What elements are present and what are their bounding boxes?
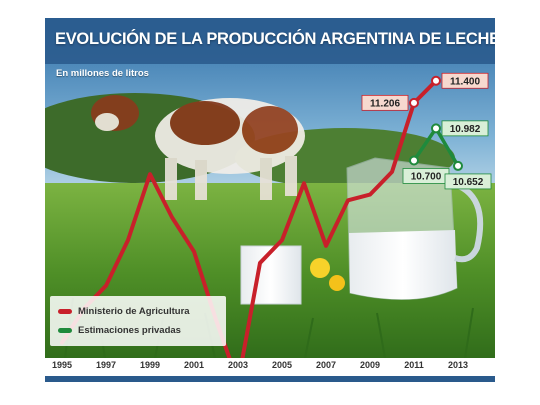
x-tick-label: 2013 — [447, 360, 469, 370]
bottom-stripe — [45, 376, 495, 382]
legend-item-ministry: Ministerio de Agricultura — [58, 304, 190, 318]
milk-glass — [240, 245, 302, 305]
data-label-2: 10.700 — [411, 171, 442, 182]
x-tick-label: 1999 — [139, 360, 161, 370]
x-axis-bar — [45, 358, 495, 376]
legend-label-ministry: Ministerio de Agricultura — [78, 305, 190, 317]
x-tick-label: 2009 — [359, 360, 381, 370]
data-label-box-1 — [441, 72, 489, 89]
data-point-0 — [409, 97, 419, 108]
legend-swatch-private — [58, 327, 72, 333]
x-tick-label: 1995 — [51, 360, 73, 370]
cow-pasture-photo — [45, 18, 495, 363]
x-tick-label: 2007 — [315, 360, 337, 370]
header-band — [45, 18, 495, 64]
data-label-0: 11.206 — [370, 98, 400, 109]
legend-swatch-ministry — [58, 308, 72, 314]
x-tick-label: 2011 — [404, 360, 424, 370]
milk-jug — [346, 157, 484, 300]
data-point-2 — [409, 155, 419, 166]
data-label-1: 11.400 — [450, 76, 480, 87]
data-label-4: 10.652 — [453, 177, 484, 188]
data-label-3: 10.982 — [450, 124, 481, 135]
line-chart: 11.206 11.400 10.700 10.982 10.652 — [60, 72, 492, 382]
legend: Ministerio de Agricultura Estimaciones p… — [50, 296, 226, 346]
chart-title: EVOLUCIÓN DE LA PRODUCCIÓN ARGENTINA DE … — [55, 30, 495, 48]
x-tick-label: 1997 — [95, 360, 117, 370]
x-tick-label: 2001 — [183, 360, 205, 370]
data-point-3 — [431, 123, 441, 134]
data-label-box-4 — [444, 173, 492, 190]
data-point-4 — [453, 160, 463, 171]
cow — [91, 95, 305, 200]
x-tick-label: 2005 — [271, 360, 293, 370]
legend-label-private: Estimaciones privadas — [78, 324, 181, 336]
x-tick-label: 2003 — [227, 360, 249, 370]
dandelions — [310, 258, 345, 291]
infographic-frame: 11.206 11.400 10.700 10.982 10.652 EVOLUCIÓN… — [45, 18, 495, 382]
chart-subtitle: En millones de litros — [56, 68, 149, 79]
data-point-1 — [431, 75, 441, 86]
data-label-box-3 — [441, 120, 489, 137]
data-label-box-0 — [361, 94, 409, 111]
legend-item-private: Estimaciones privadas — [58, 323, 181, 337]
series-line-0 — [60, 78, 438, 382]
